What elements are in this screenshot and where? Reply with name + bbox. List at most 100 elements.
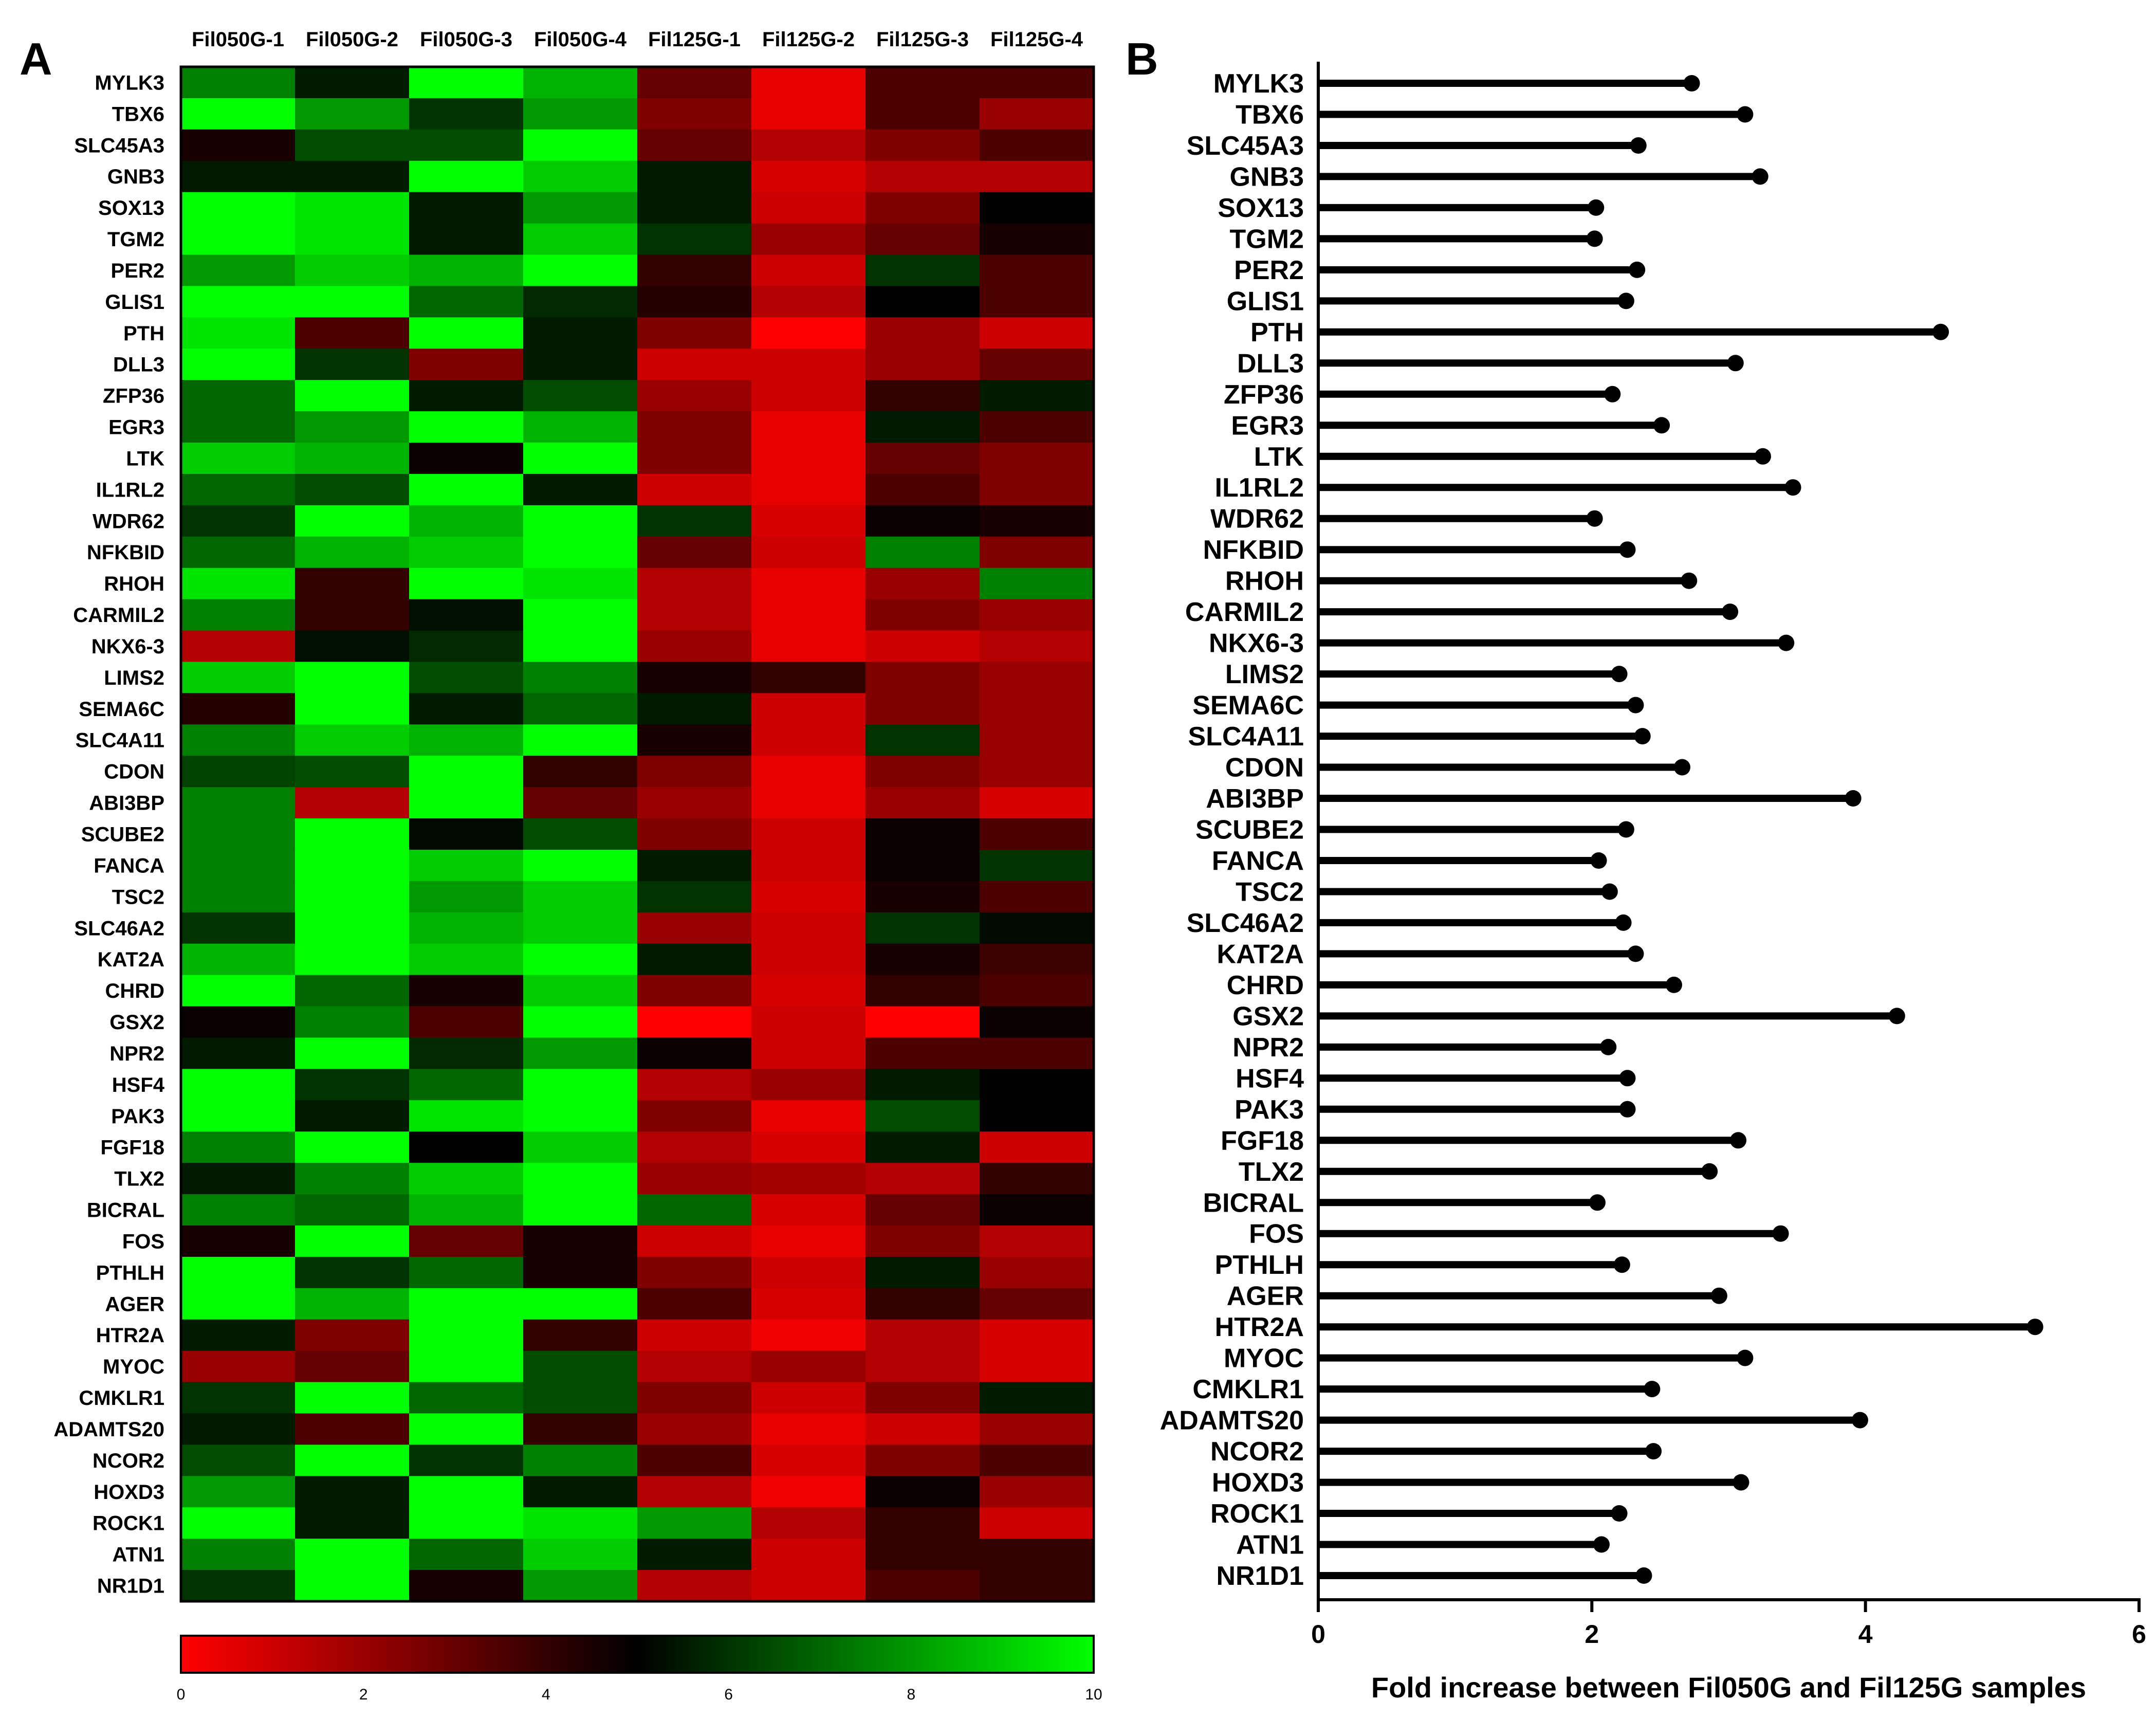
heatmap-cell bbox=[181, 1131, 296, 1163]
lollipop-dot bbox=[1615, 914, 1632, 931]
heatmap-cell bbox=[181, 1319, 296, 1351]
lollipop-dot bbox=[1627, 697, 1644, 714]
heatmap-cell bbox=[637, 881, 752, 913]
heatmap-cell bbox=[295, 1131, 410, 1163]
heatmap-cell bbox=[637, 67, 752, 99]
heatmap-cell bbox=[295, 1444, 410, 1476]
heatmap-cell bbox=[751, 630, 866, 663]
heatmap-cell bbox=[980, 254, 1094, 287]
heatmap-row-label: FOS bbox=[122, 1230, 164, 1253]
lollipop-gene-label: NKX6-3 bbox=[1209, 629, 1304, 659]
heatmap-cell bbox=[523, 975, 638, 1007]
heatmap-cell bbox=[181, 160, 296, 193]
heatmap-cell bbox=[980, 1131, 1094, 1163]
heatmap-cell bbox=[409, 1069, 524, 1101]
heatmap-cell bbox=[523, 129, 638, 161]
heatmap-row-label: NCOR2 bbox=[93, 1450, 164, 1472]
heatmap-frame bbox=[179, 65, 1095, 1603]
heatmap-cell bbox=[751, 599, 866, 631]
heatmap-cell bbox=[181, 380, 296, 412]
lollipop-dot bbox=[1590, 852, 1607, 869]
heatmap-cell bbox=[751, 1069, 866, 1101]
lollipop-dot bbox=[1617, 821, 1634, 838]
lollipop-dot bbox=[1604, 386, 1621, 403]
heatmap-cell bbox=[523, 380, 638, 412]
heatmap-cell bbox=[751, 1507, 866, 1539]
heatmap-cell bbox=[409, 349, 524, 380]
heatmap-cell bbox=[751, 192, 866, 224]
heatmap-cell bbox=[980, 881, 1094, 913]
heatmap-cell bbox=[637, 129, 752, 161]
lollipop-dot bbox=[1586, 230, 1603, 247]
heatmap-row-label: ATN1 bbox=[113, 1544, 164, 1566]
heatmap-cell bbox=[295, 630, 410, 663]
heatmap-cell bbox=[637, 286, 752, 318]
heatmap-cell bbox=[523, 1037, 638, 1069]
heatmap-row-label: MYOC bbox=[103, 1356, 164, 1378]
heatmap-cell bbox=[409, 254, 524, 287]
heatmap-cell bbox=[409, 1539, 524, 1570]
lollipop-dot bbox=[1601, 883, 1618, 900]
b-x-tick-label: 4 bbox=[1858, 1620, 1873, 1649]
lollipop-chart: MYLK3TBX6SLC45A3GNB3SOX13TGM2PER2GLIS1PT… bbox=[1160, 62, 2146, 1704]
heatmap-cell bbox=[637, 1413, 752, 1446]
heatmap-cell bbox=[980, 1413, 1094, 1446]
lollipop-dot bbox=[1683, 75, 1700, 92]
heatmap-cell bbox=[295, 1037, 410, 1069]
heatmap-row-label: TBX6 bbox=[112, 103, 164, 125]
lollipop-gene-label: NFKBID bbox=[1203, 535, 1304, 565]
lollipop-gene-label: CDON bbox=[1225, 753, 1304, 783]
heatmap-cell bbox=[295, 1570, 410, 1602]
heatmap-row-label: ZFP36 bbox=[103, 385, 164, 408]
heatmap-cell bbox=[523, 411, 638, 443]
heatmap-cell bbox=[181, 443, 296, 474]
heatmap-cell bbox=[295, 380, 410, 412]
heatmap-cell bbox=[181, 1256, 296, 1289]
lollipop-dot bbox=[1722, 604, 1739, 620]
heatmap-column-label: Fil125G-4 bbox=[990, 28, 1083, 51]
lollipop-gene-label: FGF18 bbox=[1221, 1126, 1304, 1156]
heatmap-cell bbox=[181, 192, 296, 224]
heatmap-cell bbox=[523, 1476, 638, 1508]
heatmap-cell bbox=[523, 568, 638, 600]
heatmap-cell bbox=[751, 1037, 866, 1069]
heatmap-row-label: ADAMTS20 bbox=[53, 1418, 164, 1441]
heatmap-cell bbox=[751, 129, 866, 161]
heatmap-cell bbox=[295, 1006, 410, 1038]
heatmap-cell bbox=[751, 693, 866, 725]
heatmap-row-label: SLC46A2 bbox=[74, 917, 164, 940]
heatmap-cell bbox=[523, 630, 638, 663]
heatmap-cell bbox=[980, 756, 1094, 788]
heatmap-cell bbox=[409, 1444, 524, 1476]
lollipop-gene-label: PER2 bbox=[1234, 255, 1304, 285]
lollipop-gene-label: SOX13 bbox=[1218, 193, 1304, 223]
heatmap-cell bbox=[637, 1225, 752, 1257]
heatmap-cell bbox=[181, 756, 296, 788]
heatmap-cell bbox=[409, 787, 524, 819]
heatmap-cell bbox=[980, 160, 1094, 193]
heatmap-cell bbox=[181, 975, 296, 1007]
heatmap-cell bbox=[409, 317, 524, 349]
heatmap-cell bbox=[181, 881, 296, 913]
lollipop-dot bbox=[1629, 261, 1646, 278]
heatmap-cell bbox=[181, 943, 296, 976]
heatmap-cell bbox=[295, 1163, 410, 1195]
heatmap-cell bbox=[523, 536, 638, 569]
lollipop-gene-label: PAK3 bbox=[1234, 1095, 1304, 1125]
lollipop-dot bbox=[1644, 1381, 1661, 1398]
heatmap-cell bbox=[181, 254, 296, 287]
heatmap-cell bbox=[980, 443, 1094, 474]
heatmap-row-label: CHRD bbox=[105, 980, 164, 1002]
lollipop-dot bbox=[1888, 1008, 1905, 1025]
heatmap-cell bbox=[865, 787, 980, 819]
lollipop-gene-label: HSF4 bbox=[1236, 1064, 1304, 1093]
panel-b-label: B bbox=[1126, 33, 1158, 84]
heatmap-cell bbox=[980, 380, 1094, 412]
lollipop-gene-label: PTH bbox=[1250, 318, 1304, 348]
heatmap-cell bbox=[409, 192, 524, 224]
heatmap-cell bbox=[751, 223, 866, 255]
lollipop-dot bbox=[1727, 355, 1744, 372]
heatmap-cell bbox=[295, 818, 410, 850]
heatmap-cell bbox=[865, 1382, 980, 1414]
heatmap-cell bbox=[865, 568, 980, 600]
